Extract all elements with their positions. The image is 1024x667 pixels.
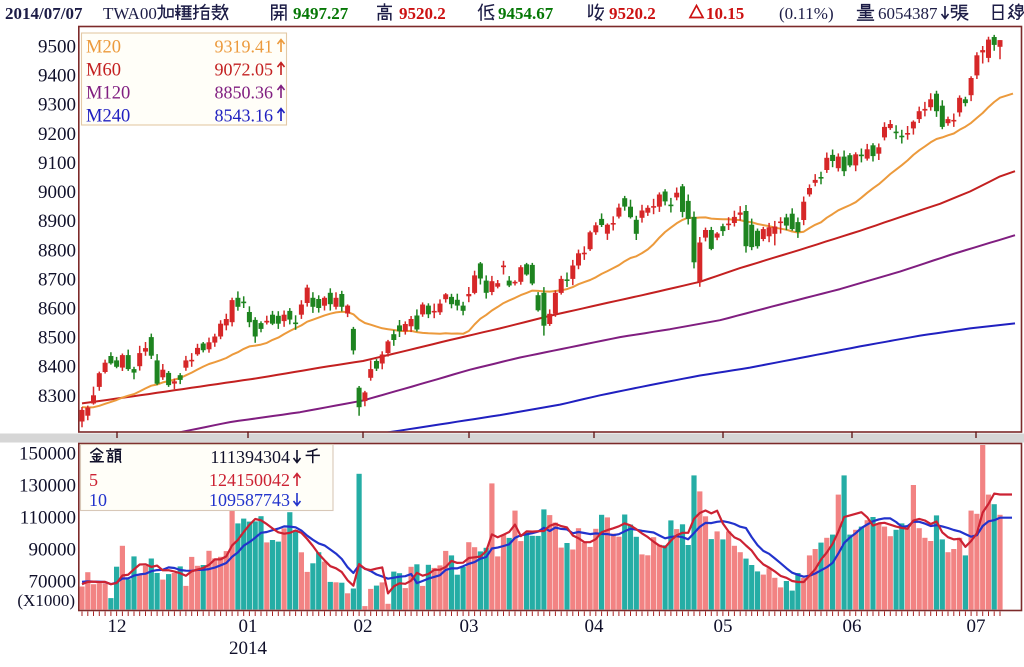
svg-text:9400: 9400 (38, 66, 76, 87)
svg-text:12: 12 (108, 616, 127, 637)
svg-text:8543.16: 8543.16 (215, 106, 274, 126)
svg-text:9520.2: 9520.2 (399, 4, 446, 23)
svg-text:2014/07/07: 2014/07/07 (5, 4, 83, 23)
svg-text:124150042: 124150042 (209, 470, 290, 490)
svg-text:109587743: 109587743 (209, 490, 290, 510)
svg-text:07: 07 (967, 616, 986, 637)
svg-text:8600: 8600 (38, 299, 76, 320)
svg-text:02: 02 (354, 616, 373, 637)
svg-text:10: 10 (89, 490, 107, 510)
svg-text:8900: 8900 (38, 211, 76, 232)
svg-text:9520.2: 9520.2 (609, 4, 656, 23)
svg-text:150000: 150000 (19, 444, 76, 465)
svg-text:M60: M60 (86, 61, 121, 81)
svg-text:111394304: 111394304 (210, 447, 290, 467)
svg-text:8300: 8300 (38, 386, 76, 407)
svg-text:03: 03 (460, 616, 479, 637)
svg-text:9072.05: 9072.05 (215, 60, 274, 80)
svg-text:01: 01 (239, 616, 258, 637)
svg-text:5: 5 (89, 470, 98, 490)
svg-text:9454.67: 9454.67 (498, 4, 554, 23)
svg-text:8850.36: 8850.36 (215, 83, 274, 103)
svg-text:9497.27: 9497.27 (293, 4, 349, 23)
svg-text:90000: 90000 (29, 540, 77, 561)
svg-text:8400: 8400 (38, 357, 76, 378)
svg-text:6054387: 6054387 (878, 4, 938, 23)
svg-text:05: 05 (714, 616, 733, 637)
svg-text:9300: 9300 (38, 95, 76, 116)
svg-text:2014: 2014 (229, 638, 268, 659)
svg-text:8700: 8700 (38, 269, 76, 290)
svg-text:70000: 70000 (29, 572, 77, 593)
svg-text:9100: 9100 (38, 153, 76, 174)
svg-text:9319.41: 9319.41 (215, 37, 274, 57)
svg-text:8500: 8500 (38, 328, 76, 349)
svg-text:130000: 130000 (19, 476, 76, 497)
svg-text:110000: 110000 (20, 508, 76, 529)
svg-text:TWA00: TWA00 (103, 4, 157, 23)
svg-text:(0.11%): (0.11%) (779, 4, 834, 23)
svg-text:M240: M240 (86, 107, 130, 127)
svg-text:9000: 9000 (38, 182, 76, 203)
svg-text:(X1000): (X1000) (17, 591, 75, 610)
svg-text:06: 06 (843, 616, 862, 637)
svg-text:M20: M20 (86, 38, 121, 58)
svg-text:M120: M120 (86, 84, 130, 104)
svg-text:8800: 8800 (38, 240, 76, 261)
svg-text:9500: 9500 (38, 37, 76, 58)
svg-text:04: 04 (585, 616, 605, 637)
svg-text:9200: 9200 (38, 124, 76, 145)
svg-text:10.15: 10.15 (706, 4, 744, 23)
